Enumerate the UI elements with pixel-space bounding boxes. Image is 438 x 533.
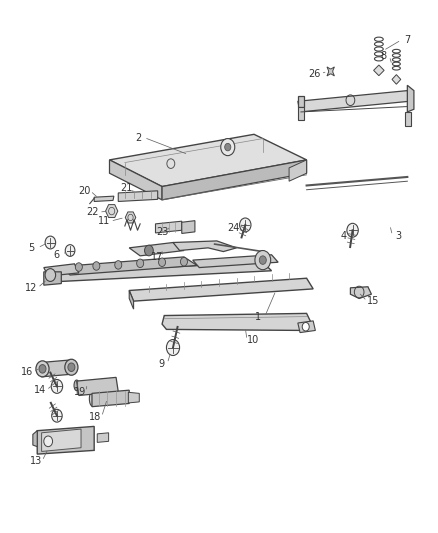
Text: 13: 13 bbox=[30, 456, 42, 466]
Text: 21: 21 bbox=[120, 183, 132, 192]
Text: 16: 16 bbox=[21, 367, 33, 377]
Polygon shape bbox=[106, 205, 118, 217]
Polygon shape bbox=[405, 112, 411, 126]
Polygon shape bbox=[125, 212, 136, 223]
Polygon shape bbox=[173, 241, 237, 252]
Circle shape bbox=[68, 363, 75, 372]
Polygon shape bbox=[298, 107, 304, 120]
Polygon shape bbox=[110, 134, 307, 187]
Circle shape bbox=[180, 257, 187, 266]
Polygon shape bbox=[392, 75, 401, 84]
Text: 15: 15 bbox=[367, 296, 379, 306]
Circle shape bbox=[347, 223, 358, 237]
Text: 2: 2 bbox=[135, 133, 141, 142]
Polygon shape bbox=[162, 160, 307, 200]
Circle shape bbox=[36, 361, 49, 377]
Polygon shape bbox=[407, 85, 414, 112]
Polygon shape bbox=[42, 360, 72, 377]
Polygon shape bbox=[129, 243, 184, 256]
Text: 4: 4 bbox=[341, 231, 347, 240]
Text: 22: 22 bbox=[87, 207, 99, 217]
Polygon shape bbox=[289, 160, 307, 181]
Polygon shape bbox=[110, 160, 162, 200]
Polygon shape bbox=[350, 287, 371, 298]
Circle shape bbox=[52, 409, 62, 422]
Ellipse shape bbox=[74, 380, 79, 391]
Circle shape bbox=[39, 365, 46, 373]
Polygon shape bbox=[182, 221, 195, 233]
Polygon shape bbox=[128, 392, 139, 403]
Text: 20: 20 bbox=[78, 186, 90, 196]
Text: 7: 7 bbox=[404, 35, 410, 45]
Circle shape bbox=[45, 269, 56, 281]
Polygon shape bbox=[374, 65, 384, 76]
Text: 12: 12 bbox=[25, 283, 38, 293]
Text: 6: 6 bbox=[53, 250, 59, 260]
Polygon shape bbox=[44, 264, 79, 276]
Circle shape bbox=[259, 256, 266, 264]
Text: 10: 10 bbox=[247, 335, 259, 345]
Circle shape bbox=[255, 251, 271, 270]
Circle shape bbox=[51, 379, 63, 393]
Polygon shape bbox=[77, 377, 118, 395]
Text: 3: 3 bbox=[396, 231, 402, 240]
Circle shape bbox=[159, 258, 166, 266]
Polygon shape bbox=[94, 196, 114, 201]
Circle shape bbox=[166, 340, 180, 356]
Polygon shape bbox=[42, 429, 81, 451]
Text: 26: 26 bbox=[308, 69, 321, 78]
Polygon shape bbox=[37, 426, 94, 454]
Text: 23: 23 bbox=[157, 227, 169, 237]
Polygon shape bbox=[129, 290, 134, 309]
Circle shape bbox=[65, 359, 78, 375]
Text: 19: 19 bbox=[74, 387, 86, 397]
Polygon shape bbox=[155, 221, 182, 233]
Polygon shape bbox=[44, 272, 61, 285]
Circle shape bbox=[45, 236, 56, 249]
Text: 9: 9 bbox=[158, 359, 164, 368]
Polygon shape bbox=[298, 91, 410, 112]
Circle shape bbox=[93, 262, 100, 270]
Text: 24: 24 bbox=[227, 223, 239, 233]
Circle shape bbox=[225, 143, 231, 151]
Polygon shape bbox=[327, 67, 334, 76]
Circle shape bbox=[221, 139, 235, 156]
Circle shape bbox=[115, 261, 122, 269]
Text: 18: 18 bbox=[89, 412, 102, 422]
Text: 1: 1 bbox=[255, 312, 261, 322]
Polygon shape bbox=[97, 433, 109, 442]
Polygon shape bbox=[118, 191, 158, 201]
Circle shape bbox=[302, 322, 309, 331]
Polygon shape bbox=[129, 278, 313, 301]
Polygon shape bbox=[193, 255, 278, 268]
Text: 11: 11 bbox=[98, 216, 110, 226]
Polygon shape bbox=[162, 313, 311, 330]
Text: 8: 8 bbox=[380, 51, 386, 61]
Polygon shape bbox=[53, 262, 272, 281]
Text: 14: 14 bbox=[34, 385, 46, 395]
Circle shape bbox=[145, 245, 153, 256]
Circle shape bbox=[137, 259, 144, 268]
Text: 17: 17 bbox=[151, 252, 163, 262]
Polygon shape bbox=[298, 96, 304, 107]
Polygon shape bbox=[61, 257, 197, 275]
Circle shape bbox=[44, 436, 53, 447]
Polygon shape bbox=[298, 321, 315, 333]
Circle shape bbox=[75, 263, 82, 271]
Polygon shape bbox=[33, 431, 37, 447]
Circle shape bbox=[240, 218, 251, 232]
Ellipse shape bbox=[89, 391, 95, 406]
Text: 5: 5 bbox=[28, 243, 35, 253]
Polygon shape bbox=[92, 390, 129, 407]
Circle shape bbox=[65, 245, 75, 256]
